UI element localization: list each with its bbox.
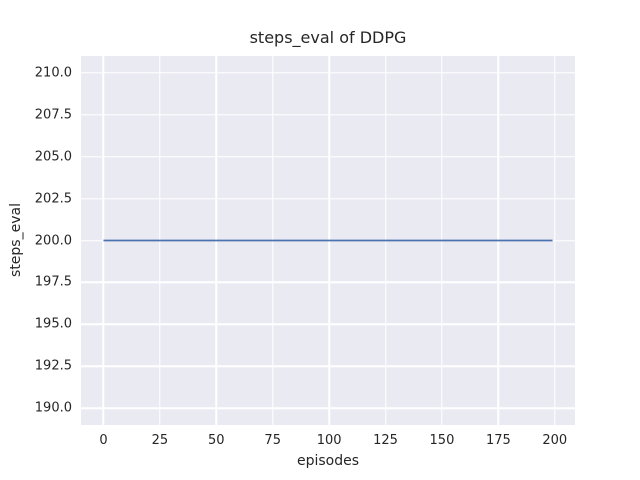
- gridline-horizontal: [81, 72, 575, 74]
- y-tick-label: 195.0: [34, 316, 72, 332]
- x-tick-label: 75: [264, 433, 281, 448]
- x-axis-label: episodes: [296, 453, 360, 469]
- y-tick-label: 190.0: [34, 400, 72, 416]
- gridline-horizontal: [81, 365, 575, 368]
- x-tick-label: 50: [208, 433, 225, 448]
- gridline-horizontal: [81, 407, 575, 409]
- y-tick-label: 205.0: [34, 149, 72, 165]
- x-tick-label: 150: [429, 433, 455, 448]
- x-tick-label: 100: [316, 433, 342, 448]
- y-tick-label: 202.5: [34, 191, 72, 207]
- gridline-horizontal: [81, 197, 575, 200]
- gridline-horizontal: [81, 113, 575, 116]
- gridline-horizontal: [81, 281, 575, 284]
- plot-area: [81, 56, 575, 425]
- y-tick-label: 207.5: [34, 107, 72, 123]
- x-tick-label: 175: [485, 433, 511, 448]
- y-tick-label: 197.5: [34, 274, 72, 290]
- gridline-horizontal: [81, 155, 575, 158]
- x-tick-label: 125: [373, 433, 398, 448]
- x-tick-label: 25: [151, 433, 169, 448]
- y-tick-label: 210.0: [34, 65, 72, 81]
- x-tick-labels: 0 25 50 75 100 125 150 175 200: [81, 433, 575, 451]
- y-tick-label: 192.5: [34, 358, 72, 374]
- y-tick-labels: 190.0 192.5 195.0 197.5 200.0 202.5 205.0 207.5…: [0, 56, 72, 425]
- y-tick-label: 200.0: [34, 233, 72, 248]
- x-tick-label: 0: [99, 433, 108, 448]
- x-tick-label: 200: [542, 433, 568, 448]
- chart-title: steps_eval of DDPG: [249, 28, 407, 47]
- series-layer: [81, 56, 575, 425]
- gridline-horizontal: [81, 323, 575, 326]
